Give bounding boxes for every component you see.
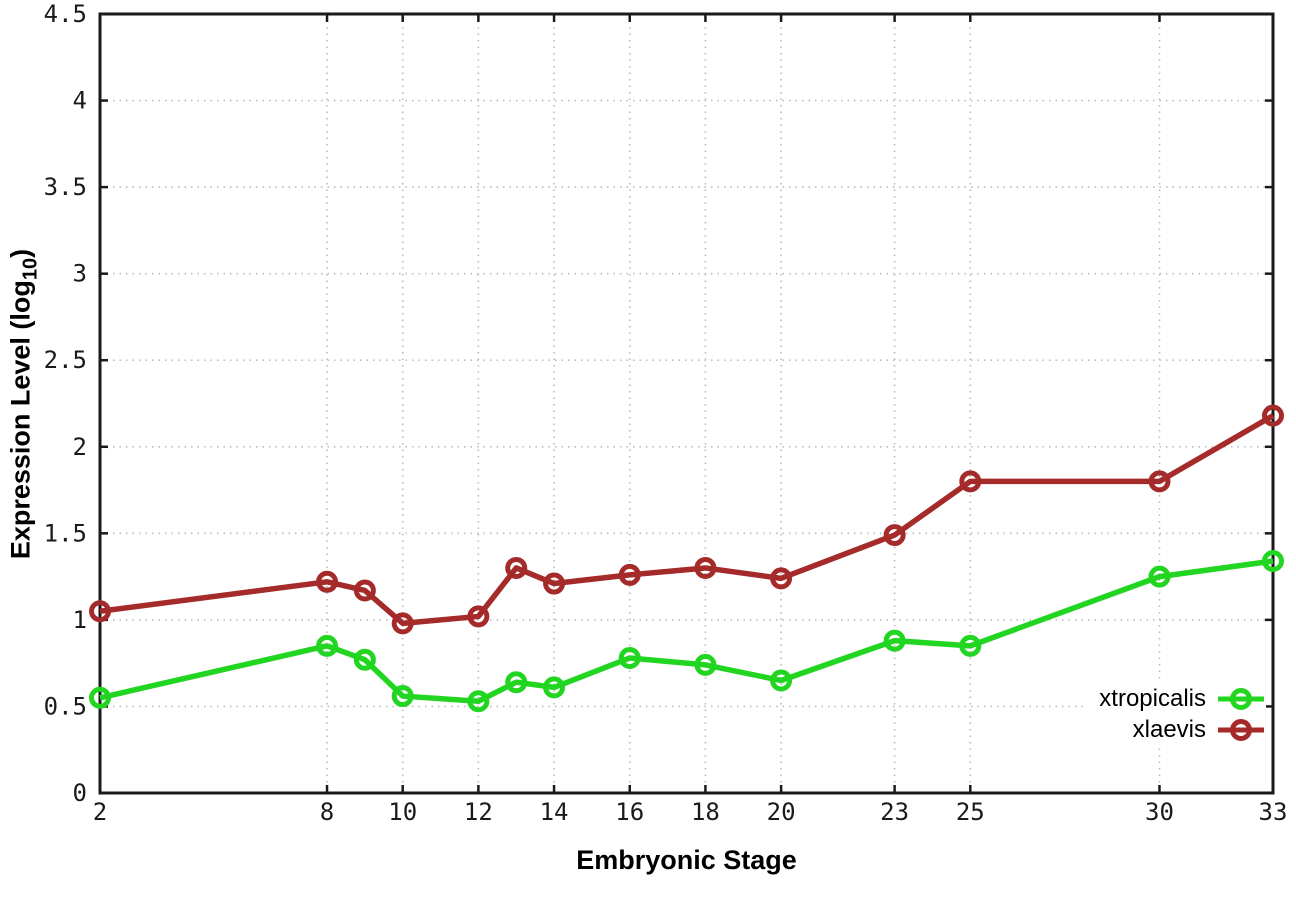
data-point-xlaevis	[505, 556, 528, 579]
data-point-xlaevis	[89, 600, 111, 623]
x-tick-label: 10	[388, 798, 417, 826]
data-point-xlaevis	[1148, 470, 1171, 493]
data-point-xlaevis	[316, 570, 339, 593]
legend-row-xlaevis: xlaevis	[1133, 716, 1264, 744]
data-point-xtropicalis	[1262, 550, 1284, 573]
data-point-xlaevis	[883, 524, 906, 547]
data-point-xtropicalis	[694, 653, 717, 676]
y-tick-label: 1.5	[44, 519, 87, 547]
legend-label-xlaevis: xlaevis	[1132, 716, 1206, 743]
legend-label-xtropicalis: xtropicalis	[1099, 685, 1206, 712]
data-point-xtropicalis	[467, 690, 490, 713]
data-point-xtropicalis	[1148, 565, 1171, 588]
x-tick-label: 25	[956, 798, 985, 826]
y-tick-label: 2.5	[44, 346, 87, 374]
data-point-xlaevis	[694, 556, 717, 579]
y-tick-label: 3	[73, 260, 87, 288]
y-tick-label: 0	[73, 779, 87, 807]
x-axis-title: Embryonic Stage	[576, 845, 797, 875]
data-point-xlaevis	[543, 572, 566, 595]
series-line-xtropicalis	[99, 558, 1274, 705]
x-tick-label: 18	[691, 798, 720, 826]
data-point-xtropicalis	[391, 685, 414, 708]
data-point-xlaevis	[770, 567, 793, 590]
x-tick-label: 2	[93, 798, 107, 826]
data-point-xlaevis	[353, 579, 376, 602]
data-point-xlaevis	[1262, 404, 1284, 427]
x-tick-label: 23	[880, 798, 909, 826]
data-point-xlaevis	[959, 470, 982, 493]
y-tick-label: 0.5	[44, 692, 87, 720]
data-point-xtropicalis	[89, 686, 111, 709]
x-tick-label: 8	[320, 798, 334, 826]
x-tick-label: 14	[540, 798, 569, 826]
y-tick-label: 1	[73, 606, 87, 634]
legend: xtropicalis xlaevis	[1085, 682, 1266, 747]
data-point-xtropicalis	[618, 646, 641, 669]
legend-marker-xlaevis	[1218, 719, 1264, 741]
plot-border	[98, 12, 1275, 795]
data-point-xtropicalis	[959, 634, 982, 657]
y-axis-title-subscript: 10	[19, 257, 42, 281]
y-axis-title-close: )	[5, 248, 36, 258]
data-point-xtropicalis	[543, 676, 566, 699]
data-point-xtropicalis	[353, 648, 376, 671]
data-point-xlaevis	[391, 612, 414, 635]
y-axis-title: Expression Level (log10)	[6, 249, 43, 559]
y-axis-title-text: Expression Level (log	[5, 280, 36, 560]
legend-row-xtropicalis: xtropicalis	[1099, 685, 1264, 713]
y-tick-label: 4	[73, 87, 87, 115]
x-tick-label: 20	[767, 798, 796, 826]
x-tick-label: 30	[1145, 798, 1174, 826]
y-tick-label: 2	[73, 433, 87, 461]
data-point-xlaevis	[467, 605, 490, 628]
data-point-xlaevis	[618, 563, 641, 586]
x-tick-label: 33	[1259, 798, 1288, 826]
data-point-xtropicalis	[505, 671, 528, 694]
y-tick-label: 4.5	[44, 0, 87, 28]
data-point-xtropicalis	[316, 634, 339, 657]
x-tick-label: 16	[615, 798, 644, 826]
data-point-xtropicalis	[883, 629, 906, 652]
y-tick-label: 3.5	[44, 173, 87, 201]
x-tick-label: 12	[464, 798, 493, 826]
data-point-xtropicalis	[770, 669, 793, 692]
legend-marker-xtropicalis	[1218, 688, 1264, 710]
